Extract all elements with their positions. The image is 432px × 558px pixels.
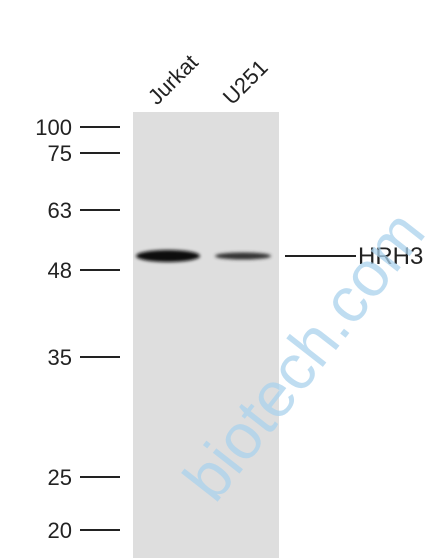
band-u251 [215,253,271,260]
western-blot: HRH3 100756348352520 JurkatU251 biotech.… [0,0,432,558]
marker-label: 63 [48,198,72,223]
marker-label: 25 [48,465,72,490]
marker-label: 75 [48,141,72,166]
marker-label: 48 [48,258,72,283]
band-jurkat [136,250,200,262]
marker-label: 35 [48,345,72,370]
marker-label: 100 [35,115,72,140]
marker-label: 20 [48,518,72,543]
